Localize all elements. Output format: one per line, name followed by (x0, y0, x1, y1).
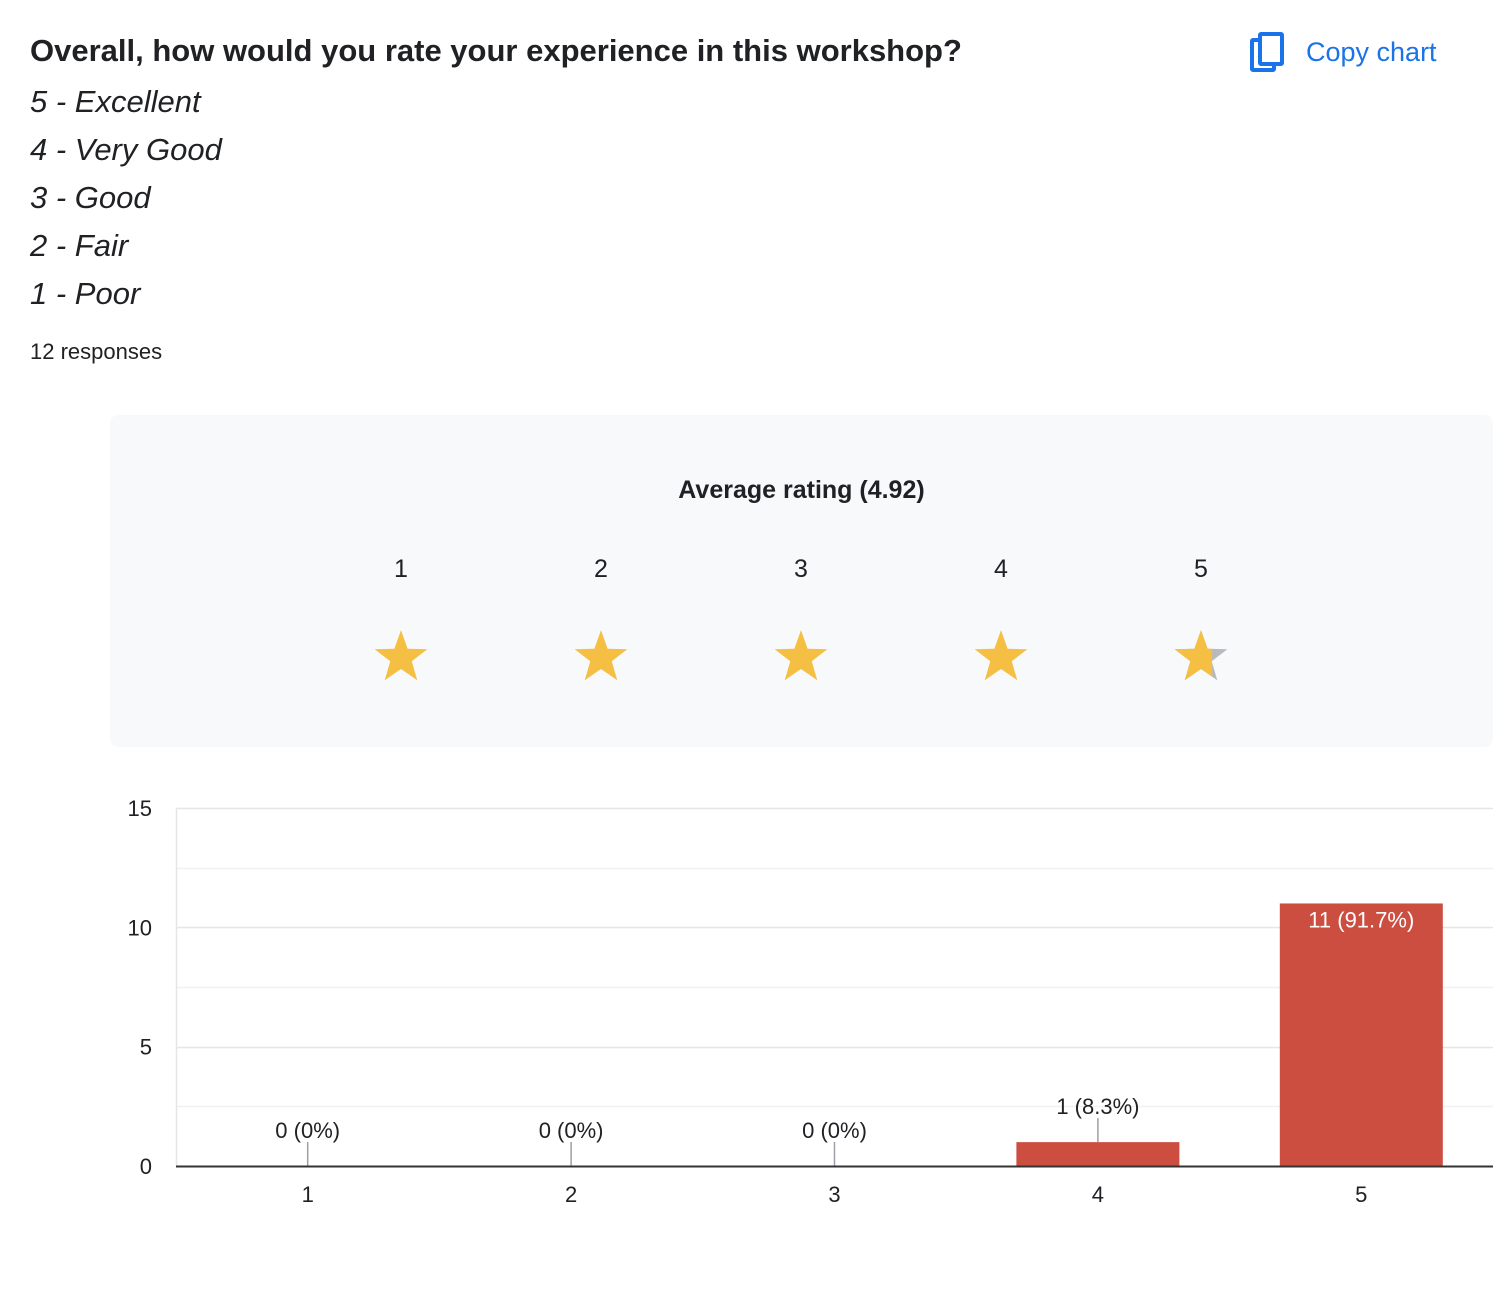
x-tick-label: 1 (302, 1182, 314, 1207)
data-label: 0 (0%) (539, 1118, 604, 1143)
y-tick-label: 10 (128, 915, 152, 940)
scale-option-1: 1 - Poor (30, 276, 141, 311)
y-tick-label: 15 (128, 796, 152, 821)
copy-icon (1250, 32, 1284, 72)
x-tick-label: 3 (828, 1182, 840, 1207)
data-label: 0 (0%) (802, 1118, 867, 1143)
y-tick-label: 0 (140, 1154, 152, 1179)
star-number: 4 (994, 555, 1008, 583)
star-icon (774, 630, 828, 681)
copy-chart-button[interactable]: Copy chart (1250, 30, 1437, 74)
scale-option-5: 5 - Excellent (30, 84, 201, 119)
star-icon (374, 630, 428, 681)
copy-chart-label: Copy chart (1306, 36, 1437, 67)
y-tick-label: 5 (140, 1035, 152, 1060)
star-number: 2 (594, 555, 608, 583)
average-rating-panel: Average rating (4.92) 1 2 3 4 5 (110, 415, 1493, 747)
x-tick-label: 2 (565, 1182, 577, 1207)
star-icon (974, 630, 1028, 681)
x-tick-label: 5 (1355, 1182, 1367, 1207)
scale-option-3: 3 - Good (30, 180, 151, 215)
response-count: 12 responses (30, 339, 163, 364)
x-tick-label: 4 (1092, 1182, 1104, 1207)
bar (1279, 903, 1443, 1166)
scale-option-2: 2 - Fair (30, 228, 129, 263)
average-rating-title: Average rating (4.92) (678, 476, 925, 504)
star-number: 3 (794, 555, 808, 583)
star-number: 5 (1194, 555, 1208, 583)
bar (1016, 1142, 1180, 1166)
data-label: 1 (8.3%) (1056, 1094, 1139, 1119)
star-number: 1 (394, 555, 408, 583)
partial-star-icon (1174, 630, 1228, 681)
star-icon (574, 630, 628, 681)
data-label: 0 (0%) (275, 1118, 340, 1143)
scale-option-4: 4 - Very Good (30, 132, 222, 167)
question-title: Overall, how would you rate your experie… (30, 33, 962, 68)
data-label: 11 (91.7%) (1308, 907, 1414, 932)
